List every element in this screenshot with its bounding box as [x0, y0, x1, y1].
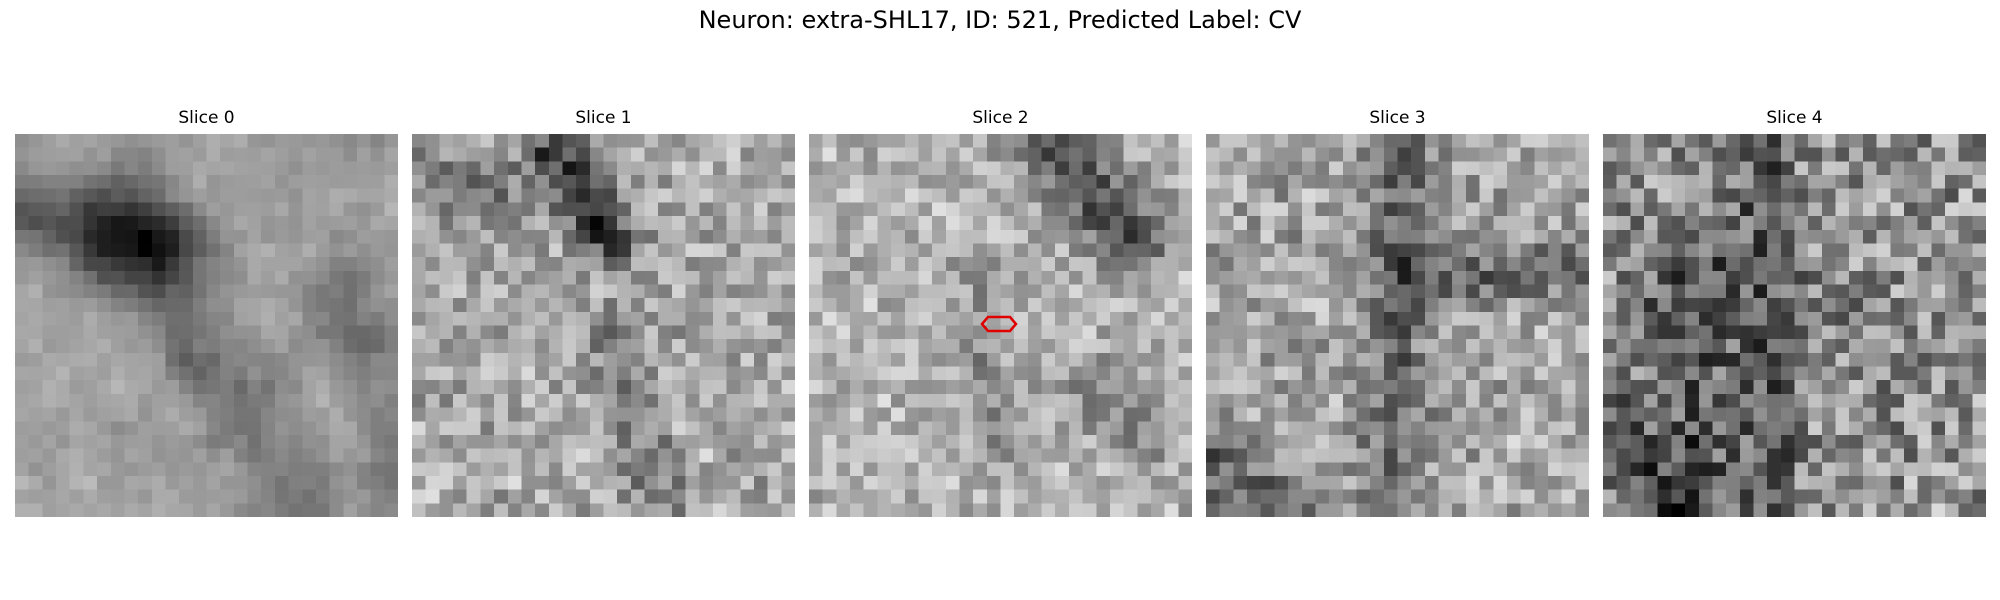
panel-title-slice-3: Slice 3	[1369, 108, 1426, 128]
slice-3-image	[1206, 134, 1589, 517]
slice-4-canvas	[1603, 134, 1986, 517]
figure-title: Neuron: extra-SHL17, ID: 521, Predicted …	[698, 6, 1302, 34]
panel-title-slice-4: Slice 4	[1766, 108, 1823, 128]
slice-0-canvas	[15, 134, 398, 517]
panel-title-slice-2: Slice 2	[972, 108, 1029, 128]
slice-2-image	[809, 134, 1192, 517]
panel-title-slice-1: Slice 1	[575, 108, 632, 128]
slice-4-image	[1603, 134, 1986, 517]
slice-3-canvas	[1206, 134, 1589, 517]
slice-1-canvas	[412, 134, 795, 517]
panel-title-slice-0: Slice 0	[178, 108, 235, 128]
slice-1-image	[412, 134, 795, 517]
slice-2-canvas	[809, 134, 1192, 517]
slice-0-image	[15, 134, 398, 517]
